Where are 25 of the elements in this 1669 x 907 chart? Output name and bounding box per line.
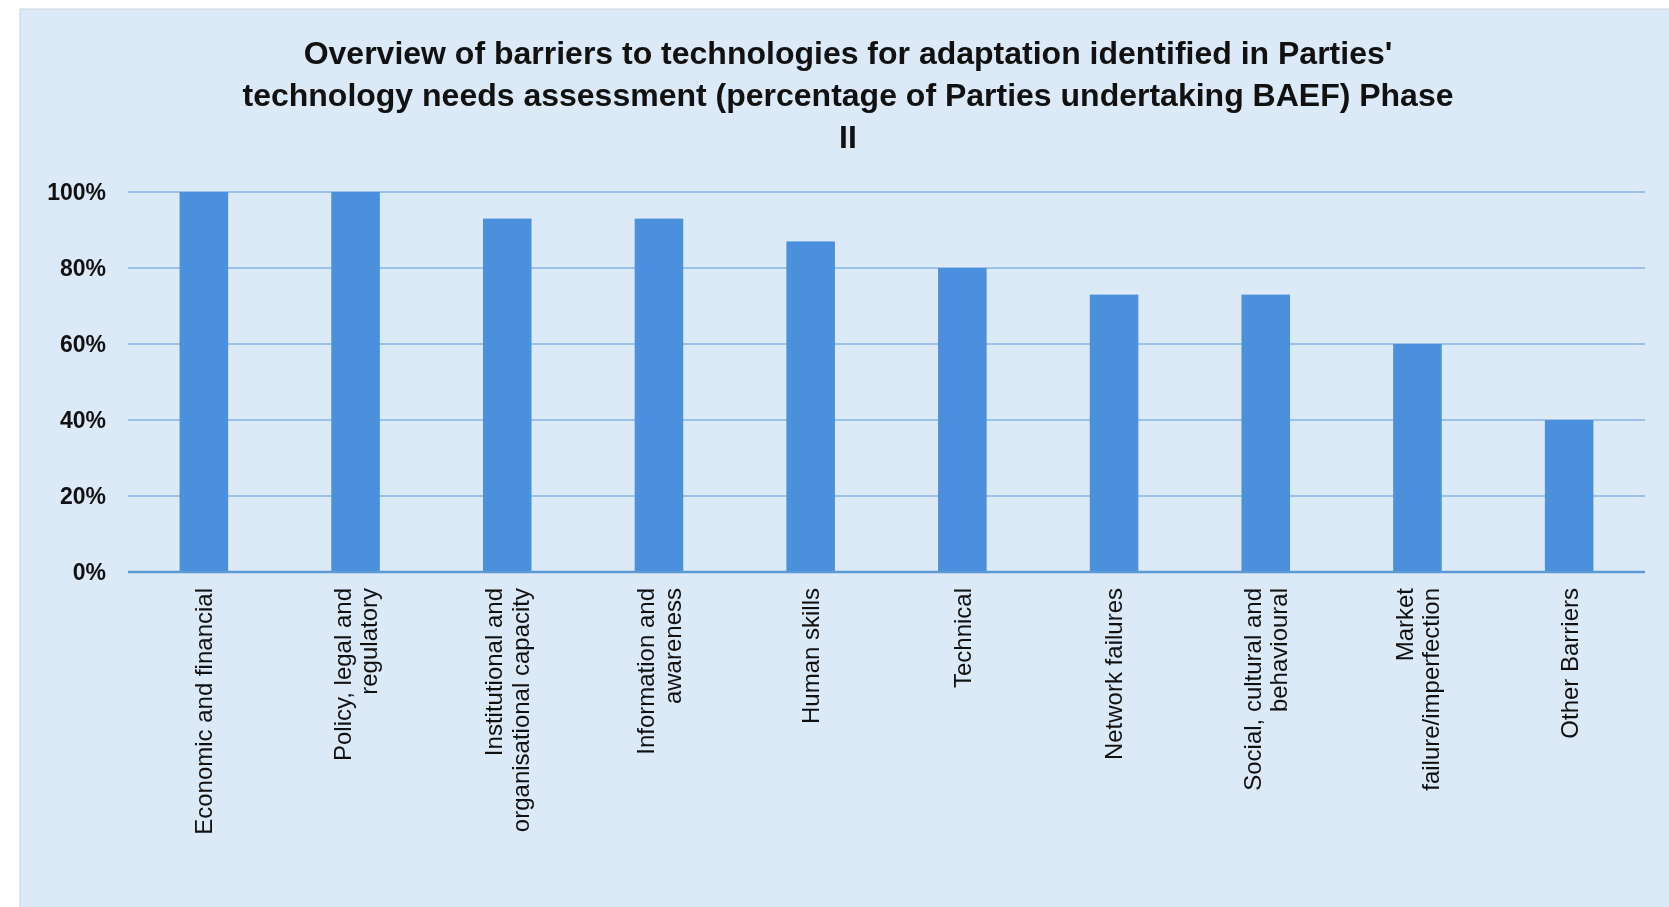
y-tick-label: 20% (59, 483, 106, 510)
x-tick-label: Policy, legal and regulatory (328, 588, 383, 761)
bar (1544, 420, 1594, 572)
y-tick-label: 60% (59, 331, 106, 358)
bar (1393, 344, 1442, 572)
bar (1241, 294, 1291, 572)
x-tick-label: Other Barriers (1555, 588, 1583, 739)
bar (634, 218, 684, 572)
y-tick-label: 40% (59, 407, 106, 434)
bar (331, 192, 380, 572)
bar (938, 268, 987, 572)
bar (179, 192, 229, 572)
bar (482, 218, 532, 572)
x-tick-label: Technical (948, 588, 976, 689)
y-tick-label: 80% (59, 255, 106, 282)
chart-title: Overview of barriers to technologies for adaptation identified in Parties' technology needs assessment (percentage of Parties undertaking BAEF) Phase II (242, 35, 1454, 155)
x-tick-label: Economic and financial (190, 588, 218, 835)
x-tick-label: Network failures (1100, 588, 1128, 761)
x-tick-label: Human skills (797, 588, 825, 725)
x-tick-label: Social, cultural and behavioural (1238, 588, 1293, 791)
bar (1089, 294, 1139, 572)
y-tick-label: 100% (47, 179, 106, 206)
x-tick-label: Information and awareness (632, 588, 686, 755)
bar (786, 241, 835, 572)
y-tick-label: 0% (72, 559, 106, 586)
